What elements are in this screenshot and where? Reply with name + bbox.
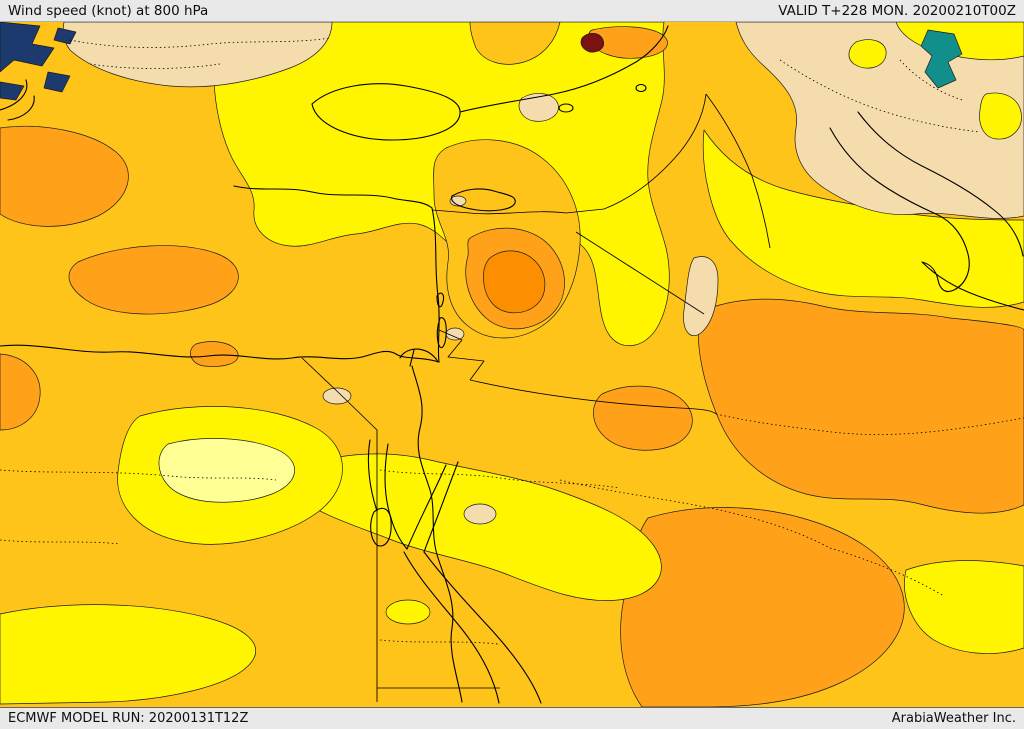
country-borders-solid	[301, 93, 771, 702]
aegean-coast	[0, 79, 35, 121]
persian-gulf-iranian-coast	[857, 111, 1024, 257]
black-sea	[311, 83, 461, 141]
map-canvas	[0, 22, 1024, 707]
header-bar: Wind speed (knot) at 800 hPa VALID T+228…	[0, 0, 1024, 22]
contour-fill-regions	[0, 22, 1024, 707]
turkey-syria-border	[431, 208, 605, 215]
wind-speed-map	[0, 22, 1024, 707]
nile-delta	[399, 348, 439, 367]
jordan-border-zigzag	[438, 329, 485, 381]
caspian-sea	[920, 29, 963, 89]
nile-river	[411, 365, 463, 703]
water-bodies	[0, 22, 963, 547]
cyprus-island	[451, 188, 516, 212]
gulf-of-suez-tip	[370, 507, 392, 547]
gulf-of-aqaba-coast	[406, 461, 459, 553]
country-borders-dotted	[0, 37, 1024, 645]
turkey-east-border	[603, 93, 707, 210]
map-title: Wind speed (knot) at 800 hPa	[8, 2, 209, 19]
coastlines	[0, 25, 1024, 704]
model-run-label: ECMWF MODEL RUN: 20200131T12Z	[8, 711, 249, 726]
turkey-south-coast	[233, 185, 433, 209]
gulf-of-suez-coast	[367, 439, 408, 550]
lake-van	[635, 83, 647, 93]
syria-iraq-border	[575, 231, 705, 315]
footer-bar: ECMWF MODEL RUN: 20200131T12Z ArabiaWeat…	[0, 707, 1024, 729]
persian-gulf-arabian-coast	[829, 127, 1024, 311]
validity-timestamp: VALID T+228 MON. 20200210T00Z	[778, 2, 1016, 19]
north-africa-coast	[0, 344, 440, 363]
egypt-libya-border	[301, 357, 378, 702]
dead-sea	[436, 292, 447, 349]
lake-tuz	[558, 103, 574, 113]
brand-label: ArabiaWeather Inc.	[891, 711, 1016, 726]
caucasus-coast	[459, 25, 669, 113]
saudi-iraq-border	[469, 379, 717, 415]
iran-iraq-border	[705, 93, 771, 249]
red-sea-coast	[403, 551, 542, 704]
